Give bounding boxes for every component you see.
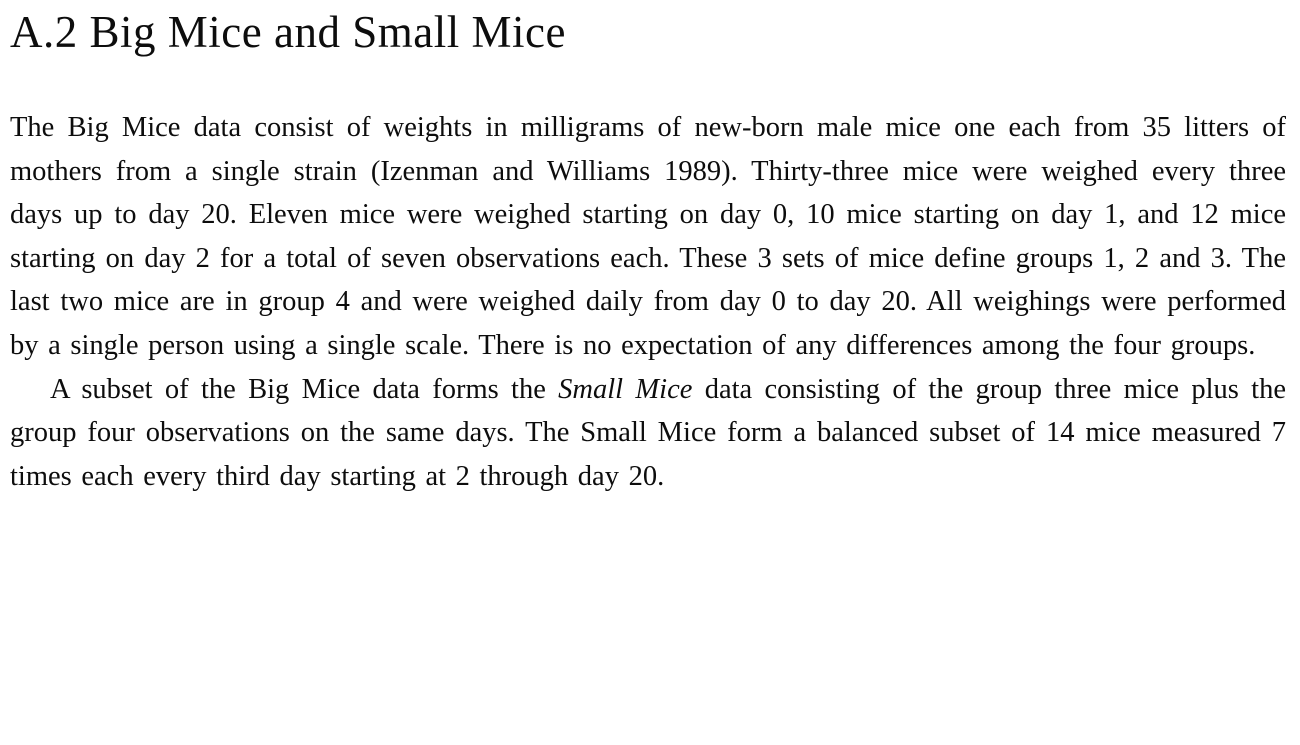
paragraph-small-mice: A subset of the Big Mice data forms the …	[10, 368, 1286, 499]
paragraph-small-mice-text-before: A subset of the Big Mice data forms the	[50, 373, 559, 405]
paragraph-small-mice-text-after: data consisting of the group three mice …	[10, 373, 1286, 492]
small-mice-emphasis: Small Mice	[558, 373, 693, 405]
paragraph-big-mice: The Big Mice data consist of weights in …	[10, 112, 1286, 361]
section-heading: A.2 Big Mice and Small Mice	[10, 7, 566, 57]
